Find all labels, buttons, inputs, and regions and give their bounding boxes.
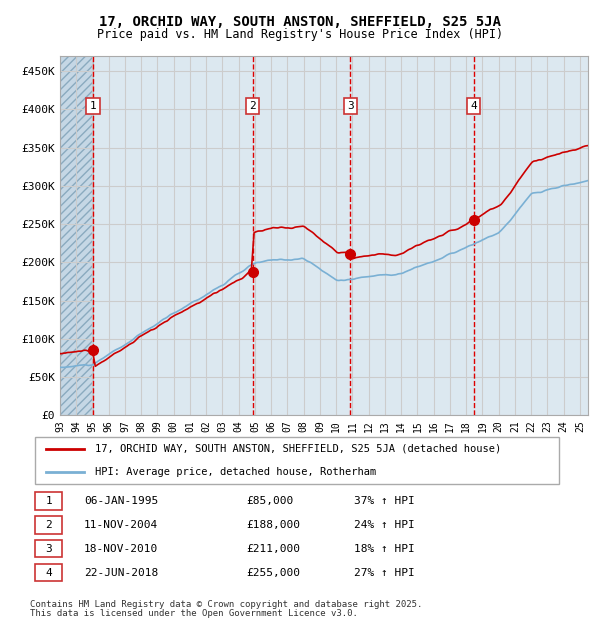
Bar <box>60 56 93 415</box>
Text: £255,000: £255,000 <box>246 568 300 578</box>
Text: 18% ↑ HPI: 18% ↑ HPI <box>354 544 415 554</box>
FancyBboxPatch shape <box>35 564 62 582</box>
Text: 4: 4 <box>470 101 477 111</box>
FancyBboxPatch shape <box>35 436 559 484</box>
Text: 4: 4 <box>46 568 52 578</box>
Text: Price paid vs. HM Land Registry's House Price Index (HPI): Price paid vs. HM Land Registry's House … <box>97 28 503 41</box>
Text: 27% ↑ HPI: 27% ↑ HPI <box>354 568 415 578</box>
Text: Contains HM Land Registry data © Crown copyright and database right 2025.: Contains HM Land Registry data © Crown c… <box>30 600 422 609</box>
Text: 11-NOV-2004: 11-NOV-2004 <box>84 520 158 530</box>
Text: 22-JUN-2018: 22-JUN-2018 <box>84 568 158 578</box>
Bar <box>60 56 93 415</box>
Text: 2: 2 <box>46 520 52 530</box>
Text: HPI: Average price, detached house, Rotherham: HPI: Average price, detached house, Roth… <box>95 467 376 477</box>
Text: This data is licensed under the Open Government Licence v3.0.: This data is licensed under the Open Gov… <box>30 609 358 618</box>
Text: 17, ORCHID WAY, SOUTH ANSTON, SHEFFIELD, S25 5JA: 17, ORCHID WAY, SOUTH ANSTON, SHEFFIELD,… <box>99 16 501 30</box>
Text: £188,000: £188,000 <box>246 520 300 530</box>
Text: £211,000: £211,000 <box>246 544 300 554</box>
Text: 3: 3 <box>46 544 52 554</box>
Text: 06-JAN-1995: 06-JAN-1995 <box>84 496 158 506</box>
FancyBboxPatch shape <box>35 516 62 534</box>
Text: 24% ↑ HPI: 24% ↑ HPI <box>354 520 415 530</box>
Text: 37% ↑ HPI: 37% ↑ HPI <box>354 496 415 506</box>
Text: 18-NOV-2010: 18-NOV-2010 <box>84 544 158 554</box>
Text: 17, ORCHID WAY, SOUTH ANSTON, SHEFFIELD, S25 5JA (detached house): 17, ORCHID WAY, SOUTH ANSTON, SHEFFIELD,… <box>95 444 501 454</box>
Text: 1: 1 <box>46 496 52 506</box>
Text: 1: 1 <box>89 101 96 111</box>
Text: 3: 3 <box>347 101 354 111</box>
FancyBboxPatch shape <box>35 540 62 557</box>
FancyBboxPatch shape <box>35 492 62 510</box>
Text: 2: 2 <box>250 101 256 111</box>
Text: £85,000: £85,000 <box>246 496 293 506</box>
